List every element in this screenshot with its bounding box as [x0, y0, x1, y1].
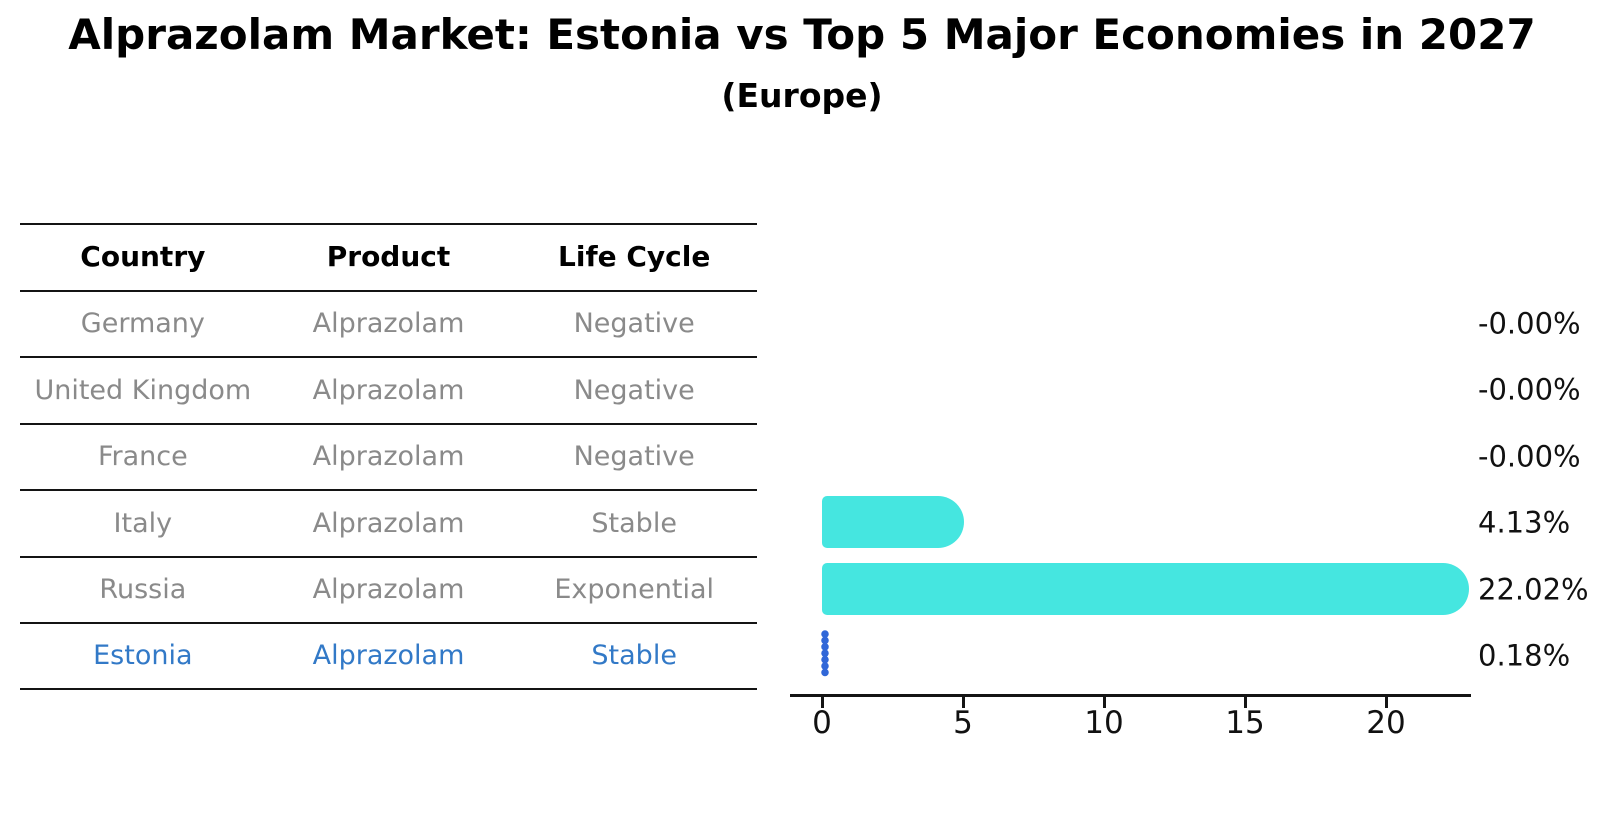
cell-life-cycle: Negative — [573, 308, 695, 340]
cell-product: Alprazolam — [312, 374, 465, 406]
column-header-product: Product — [326, 240, 451, 274]
cell-life-cycle: Negative — [573, 441, 695, 473]
cell-product: Alprazolam — [312, 573, 465, 605]
cell-life-cycle: Exponential — [554, 573, 715, 605]
column-header-country: Country — [80, 240, 206, 274]
value-label-russia: 22.02% — [1478, 572, 1589, 607]
cell-country: France — [97, 441, 188, 473]
table-row-germany: Germany Alprazolam Negative — [20, 292, 757, 359]
chart-title: Alprazolam Market: Estonia vs Top 5 Majo… — [68, 10, 1536, 59]
x-axis-line — [790, 694, 1471, 697]
cell-country: Estonia — [93, 640, 193, 672]
cell-country: Germany — [80, 308, 205, 340]
x-axis-tick-label: 5 — [953, 705, 973, 741]
cell-product: Alprazolam — [312, 640, 465, 672]
cell-country: Russia — [99, 573, 187, 605]
value-label-estonia: 0.18% — [1478, 638, 1571, 673]
cell-life-cycle: Stable — [591, 640, 677, 672]
x-axis-tick — [1243, 697, 1247, 708]
comparison-table: Country Product Life Cycle Germany Alpraz… — [20, 223, 757, 691]
table-row-france: France Alprazolam Negative — [20, 425, 757, 492]
chart-subtitle: (Europe) — [721, 76, 883, 115]
bar-italy — [822, 496, 965, 548]
x-axis-tick-label: 10 — [1084, 705, 1124, 741]
x-axis-tick — [1384, 697, 1388, 708]
table-body: Germany Alprazolam Negative United Kingdom A… — [20, 292, 757, 691]
value-label-united-kingdom: -0.00% — [1478, 372, 1581, 407]
cell-country: United Kingdom — [34, 374, 252, 406]
cell-life-cycle: Negative — [573, 374, 695, 406]
value-label-germany: -0.00% — [1478, 306, 1581, 341]
table-row-italy: Italy Alprazolam Stable — [20, 491, 757, 558]
x-axis-tick-label: 20 — [1366, 705, 1406, 741]
table-row-russia: Russia Alprazolam Exponential — [20, 558, 757, 624]
cell-country: Italy — [113, 507, 173, 539]
x-axis-tick-label: 15 — [1225, 705, 1265, 741]
cell-product: Alprazolam — [312, 441, 465, 473]
bar-russia — [822, 563, 1469, 615]
bar-estonia-dotted — [819, 628, 831, 684]
table-header-row: Country Product Life Cycle — [20, 225, 757, 292]
x-axis-tick — [820, 697, 824, 708]
value-label-italy: 4.13% — [1478, 505, 1571, 540]
value-label-france: -0.00% — [1478, 439, 1581, 474]
table-row-united-kingdom: United Kingdom Alprazolam Negative — [20, 358, 757, 425]
x-axis-tick — [1102, 697, 1106, 708]
x-axis-tick — [961, 697, 965, 708]
table-row-estonia: Estonia Alprazolam Stable — [20, 624, 757, 691]
cell-product: Alprazolam — [312, 507, 465, 539]
cell-product: Alprazolam — [312, 308, 465, 340]
cell-life-cycle: Stable — [591, 507, 677, 539]
column-header-life-cycle: Life Cycle — [558, 240, 711, 274]
x-axis-tick-label: 0 — [812, 705, 832, 741]
